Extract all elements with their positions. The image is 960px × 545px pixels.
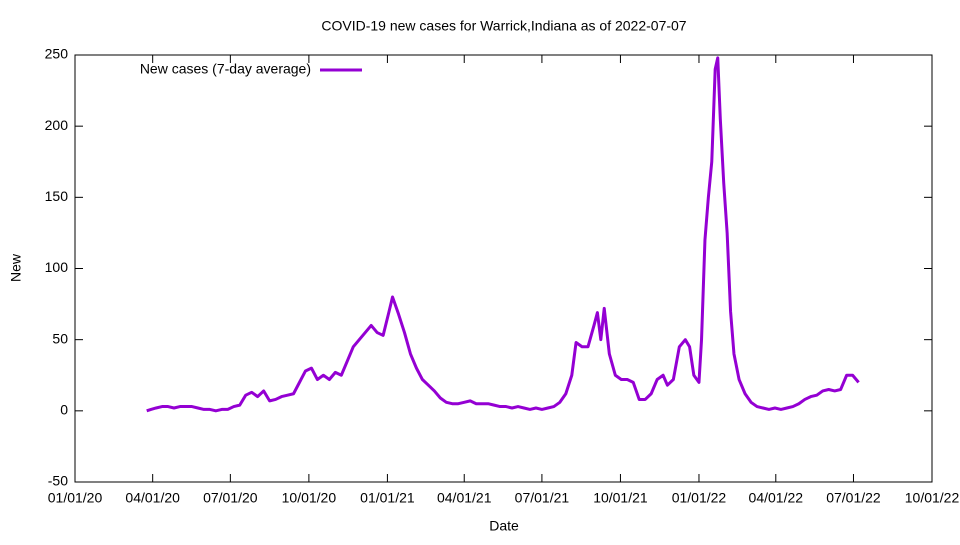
plot-border [74,54,933,483]
y-tick-label: 0 [60,402,68,418]
x-tick-label: 10/01/22 [905,490,960,506]
x-tick-label: 04/01/20 [125,490,180,506]
legend-label: New cases (7-day average) [140,61,311,77]
x-tick-label: 07/01/20 [203,490,258,506]
y-tick-label: 250 [45,46,69,62]
x-tick-label: 04/01/21 [437,490,492,506]
y-tick-label: 100 [45,259,69,275]
series-line [146,56,860,413]
x-tick-label: 10/01/20 [282,490,337,506]
y-tick-label: -50 [48,473,68,489]
x-axis-label: Date [489,518,519,534]
y-tick-label: 200 [45,117,69,133]
y-axis-label: New [8,253,24,282]
x-tick-label: 01/01/21 [360,490,415,506]
y-tick-label: 150 [45,188,69,204]
chart-title: COVID-19 new cases for Warrick,Indiana a… [321,18,686,34]
x-tick-label: 07/01/22 [826,490,881,506]
x-tick-label: 01/01/22 [672,490,727,506]
x-tick-label: 07/01/21 [515,490,570,506]
y-tick-label: 50 [52,330,68,346]
x-tick-label: 01/01/20 [48,490,103,506]
x-tick-label: 04/01/22 [749,490,804,506]
x-tick-label: 10/01/21 [593,490,648,506]
